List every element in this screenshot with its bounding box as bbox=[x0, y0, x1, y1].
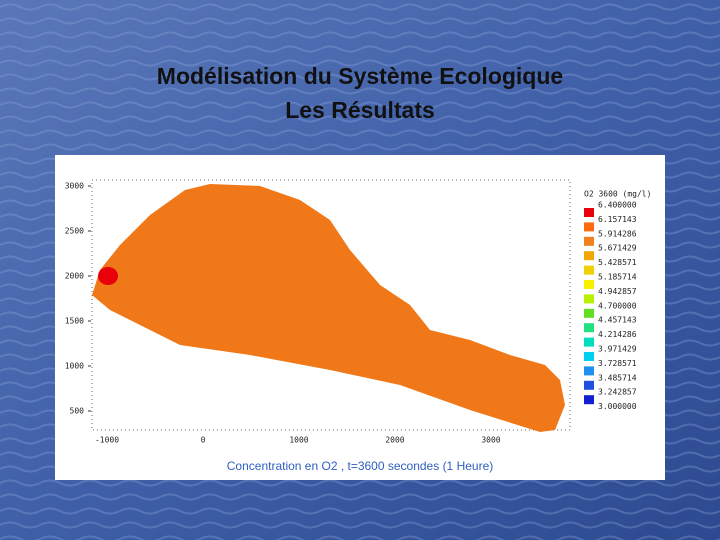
legend-swatch bbox=[584, 236, 594, 246]
legend-label: 3.971429 bbox=[598, 345, 637, 354]
legend-label: 6.157143 bbox=[598, 215, 637, 224]
y-tick-label: 1000 bbox=[65, 362, 84, 371]
legend-label: 5.185714 bbox=[598, 273, 637, 282]
x-tick-label: 0 bbox=[201, 436, 206, 445]
legend-swatch bbox=[584, 251, 594, 261]
legend-swatch bbox=[584, 222, 594, 232]
slide-title: Modélisation du Système Ecologique bbox=[157, 63, 563, 89]
high-concentration-zone bbox=[98, 267, 118, 285]
plot-labels: 3000 2500 2000 1500 1000 500 -1000 0 1000 2000 300… bbox=[65, 182, 637, 445]
caption: Concentration en O2 , t=3600 secondes (1… bbox=[227, 459, 494, 473]
y-tick-label: 500 bbox=[70, 407, 85, 416]
legend-swatch bbox=[584, 208, 594, 217]
legend-label: 4.457143 bbox=[598, 316, 637, 325]
legend-label: 3.485714 bbox=[598, 373, 637, 382]
legend-label: 6.400000 bbox=[598, 201, 637, 210]
legend-label: 4.214286 bbox=[598, 330, 637, 339]
legend-label: 5.671429 bbox=[598, 244, 637, 253]
legend-label: 3.000000 bbox=[598, 402, 637, 411]
legend-title: O2 3600 (mg/l) bbox=[584, 190, 651, 199]
concentration-area bbox=[92, 184, 565, 432]
legend-swatch bbox=[584, 280, 594, 289]
legend-swatch bbox=[584, 294, 594, 304]
legend-label: 5.914286 bbox=[598, 229, 637, 238]
slide-subtitle: Les Résultats bbox=[285, 97, 435, 123]
x-tick-label: 3000 bbox=[481, 436, 500, 445]
legend-swatch bbox=[584, 352, 594, 361]
legend-swatch bbox=[584, 323, 594, 333]
y-tick-label: 3000 bbox=[65, 182, 84, 191]
legend-label: 3.728571 bbox=[598, 359, 637, 368]
legend-swatch bbox=[584, 337, 594, 347]
legend-label: 3.242857 bbox=[598, 388, 637, 397]
legend-swatch bbox=[584, 366, 594, 376]
legend-swatch bbox=[584, 395, 594, 405]
legend-swatch bbox=[584, 380, 594, 390]
legend-swatch bbox=[584, 265, 594, 275]
x-tick-label: 2000 bbox=[385, 436, 404, 445]
x-tick-label: -1000 bbox=[95, 436, 119, 445]
x-tick-label: 1000 bbox=[289, 436, 308, 445]
legend-label: 4.942857 bbox=[598, 287, 637, 296]
y-tick-label: 1500 bbox=[65, 317, 84, 326]
legend-label: 5.428571 bbox=[598, 258, 637, 267]
y-tick-label: 2500 bbox=[65, 227, 84, 236]
legend-swatch bbox=[584, 308, 594, 318]
y-tick-label: 2000 bbox=[65, 272, 84, 281]
legend-label: 4.700000 bbox=[598, 301, 637, 310]
